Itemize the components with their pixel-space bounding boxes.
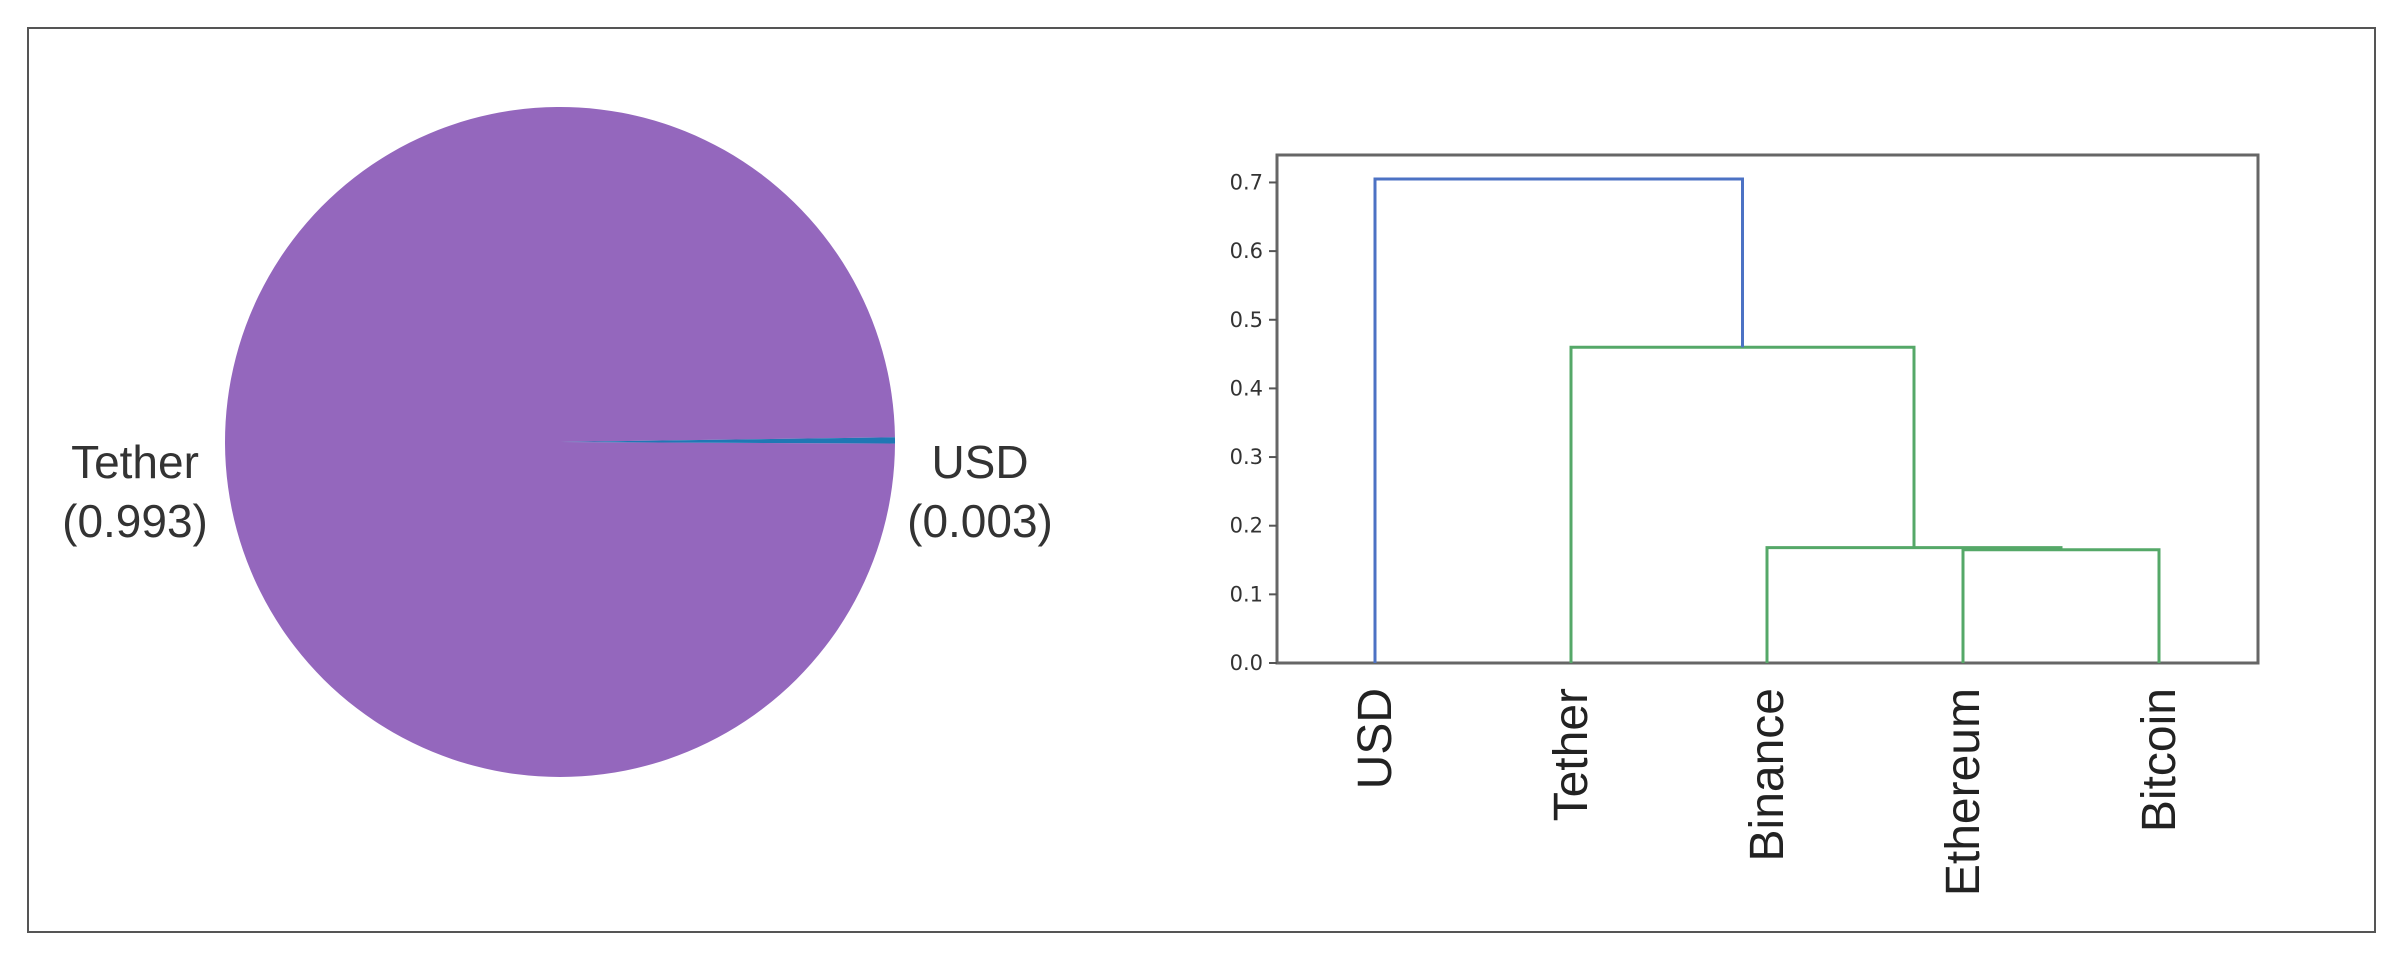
leaf-label-bitcoin: Bitcoin: [2133, 688, 2186, 832]
pie-chart: Tether (0.993) USD (0.003): [62, 107, 1053, 778]
dendrogram-leaf-labels: USD Tether Binance Ethereum Bitcoin: [1349, 688, 2186, 896]
pie-value-tether: (0.993): [62, 495, 208, 547]
dendrogram-links: [1373, 177, 2161, 663]
dendrogram-link-4: [1373, 177, 1744, 663]
y-tick-label: 0.2: [1230, 514, 1263, 538]
y-tick-label: 0.1: [1230, 582, 1263, 606]
leaf-label-binance: Binance: [1741, 688, 1794, 861]
y-tick-label: 0.3: [1230, 445, 1263, 469]
y-tick-label: 0.0: [1230, 651, 1263, 675]
dendrogram-link-1: [1961, 548, 2161, 663]
pie-slices: [225, 107, 896, 778]
y-tick-label: 0.4: [1230, 376, 1263, 400]
y-tick-label: 0.5: [1230, 308, 1263, 332]
dendrogram-link-2: [1765, 546, 2063, 663]
leaf-label-usd: USD: [1349, 688, 1402, 789]
y-tick-label: 0.7: [1230, 170, 1263, 194]
dendrogram-link-3: [1569, 345, 1916, 663]
pie-slice-usd: [560, 437, 896, 444]
dendrogram-y-ticks: 0.0 0.1 0.2 0.3 0.4 0.5 0.6 0.7: [1230, 170, 1277, 675]
leaf-label-tether: Tether: [1545, 688, 1598, 821]
pie-slice-tether: [225, 107, 895, 778]
pie-label-usd: USD: [931, 436, 1028, 488]
y-tick-label: 0.6: [1230, 239, 1263, 263]
leaf-label-ethereum: Ethereum: [1937, 688, 1990, 896]
pie-value-usd: (0.003): [907, 495, 1053, 547]
pie-label-tether: Tether: [71, 436, 199, 488]
